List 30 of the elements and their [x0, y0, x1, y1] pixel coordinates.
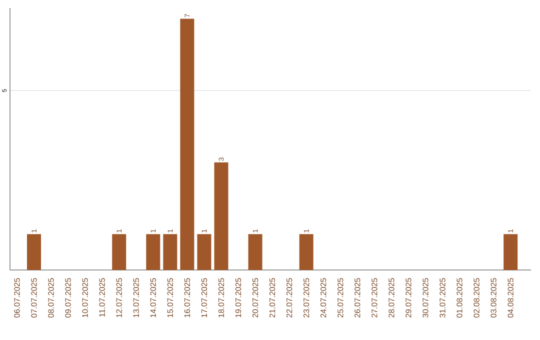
x-tick-label: 27.07.2025	[372, 278, 378, 318]
x-tick-label: 01.08.2025	[456, 278, 462, 318]
x-tick-label: 30.07.2025	[422, 278, 428, 318]
x-tick-label: 09.07.2025	[65, 278, 71, 318]
x-tick-label: 02.08.2025	[474, 278, 480, 318]
x-tick-label: 20.07.2025	[252, 278, 258, 318]
x-tick-label: 29.07.2025	[406, 278, 412, 318]
x-tick-label: 17.07.2025	[201, 278, 208, 318]
x-tick-label: 03.08.2025	[490, 278, 496, 318]
x-tick-label: 31.07.2025	[440, 278, 446, 318]
x-tick-label: 08.07.2025	[48, 278, 54, 318]
x-tick-label: 28.07.2025	[388, 278, 394, 318]
x-tick-label: 10.07.2025	[82, 278, 88, 318]
x-tick-label: 22.07.2025	[286, 278, 292, 318]
x-tick-label: 15.07.2025	[167, 278, 173, 318]
x-tick-label: 11.07.2025	[99, 278, 105, 317]
x-tick-label: 13.07.2025	[133, 278, 139, 318]
x-tick-label: 24.07.2025	[320, 278, 326, 318]
x-tick-label: 18.07.2025	[218, 278, 224, 318]
x-tick-label: 19.07.2025	[235, 278, 242, 318]
x-tick-label: 14.07.2025	[150, 278, 156, 318]
x-tick-label: 26.07.2025	[354, 278, 360, 318]
x-tick-label: 04.08.2025	[508, 278, 514, 318]
x-tick-label: 16.07.2025	[184, 278, 190, 318]
x-tick-label: 12.07.2025	[116, 278, 122, 318]
x-tick-label: 07.07.2025	[31, 278, 37, 318]
x-tick-label: 25.07.2025	[338, 278, 344, 318]
x-tick-label: 23.07.2025	[304, 278, 310, 318]
x-tick-label: 21.07.2025	[269, 278, 276, 318]
x-tick-label: 06.07.2025	[14, 278, 20, 318]
